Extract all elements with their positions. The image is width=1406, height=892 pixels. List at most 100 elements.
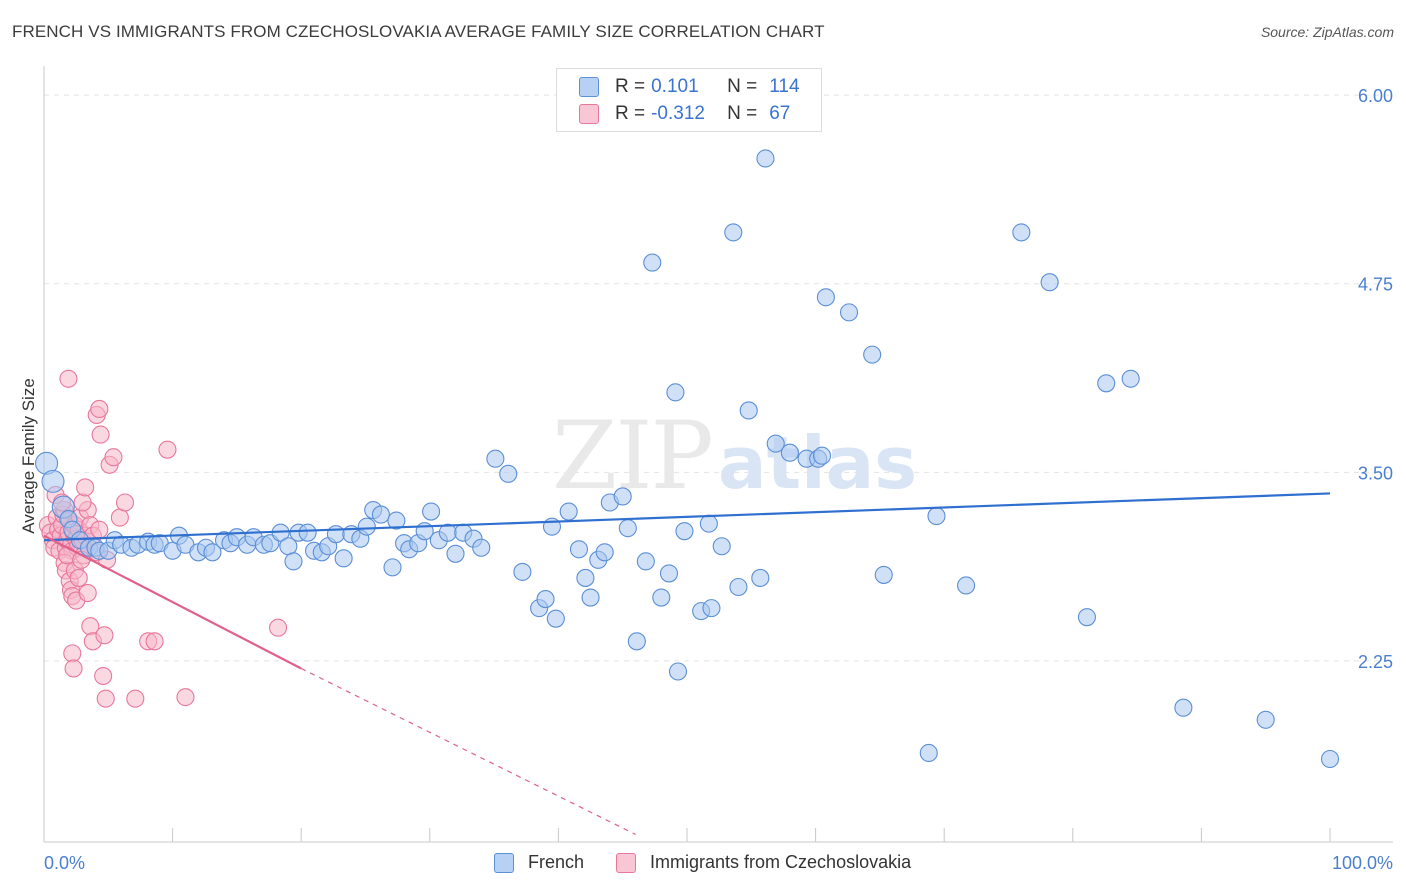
- x-min-label: 0.0%: [44, 853, 85, 873]
- blue-point: [595, 543, 614, 562]
- pink-point: [95, 626, 114, 645]
- legend-swatch-blue: [579, 77, 599, 97]
- blue-point: [1077, 608, 1096, 627]
- legend-swatch-pink: [616, 852, 637, 873]
- pink-point: [90, 520, 109, 539]
- blue-point: [1256, 710, 1275, 729]
- blue-point: [446, 544, 465, 563]
- legend-r-label: R =: [615, 76, 646, 97]
- legend-item-czech[interactable]: Immigrants from Czechoslovakia: [616, 852, 911, 873]
- blue-point: [919, 743, 938, 763]
- pink-point: [115, 493, 135, 512]
- blue-point: [559, 502, 578, 521]
- legend-r-value: 0.101: [651, 76, 699, 97]
- blue-point: [712, 537, 731, 556]
- gridlines: [44, 94, 1392, 662]
- blue-point: [357, 517, 376, 536]
- blue-point: [627, 632, 646, 651]
- axis-labels: 2.25 3.50 4.75 6.00: [1358, 86, 1393, 672]
- blue-point: [1012, 223, 1031, 242]
- blue-point: [569, 540, 589, 559]
- y-tick-label: 2.25: [1358, 652, 1393, 672]
- blue-point: [1320, 749, 1340, 769]
- blue-point: [839, 303, 859, 322]
- legend-n-value: 114: [769, 76, 800, 97]
- blue-point: [702, 599, 721, 618]
- pink-point: [59, 369, 78, 388]
- blue-point: [1097, 374, 1116, 393]
- czech-trend-line: [43, 534, 302, 670]
- blue-point: [1121, 369, 1140, 388]
- blue-point: [613, 487, 632, 506]
- y-tick-label: 4.75: [1358, 275, 1393, 295]
- blue-point: [724, 223, 743, 242]
- blue-point: [643, 253, 662, 272]
- blue-point: [499, 464, 518, 483]
- watermark-zip: ZIP: [552, 402, 712, 511]
- legend-r-value: -0.312: [651, 103, 705, 124]
- pink-point: [69, 568, 88, 587]
- pink-point: [176, 688, 195, 707]
- pink-point: [64, 659, 83, 678]
- blue-point: [1040, 273, 1059, 292]
- blue-point: [576, 568, 595, 587]
- blue-point: [536, 590, 555, 609]
- blue-point: [371, 505, 390, 524]
- blue-point: [486, 449, 505, 468]
- blue-point: [927, 507, 946, 526]
- blue-point: [766, 434, 785, 453]
- blue-point: [668, 662, 688, 681]
- blue-point: [874, 565, 893, 584]
- blue-point: [652, 588, 671, 607]
- blue-point: [284, 552, 303, 571]
- y-axis-label: Average Family Size: [19, 378, 38, 534]
- blue-point: [729, 577, 748, 597]
- y-tick-label: 6.00: [1358, 86, 1393, 106]
- legend-label-french: French: [528, 852, 585, 872]
- legend-row-french: R = 0.101 N = 114: [579, 75, 800, 99]
- blue-point: [422, 502, 441, 521]
- blue-point: [581, 588, 600, 607]
- legend-r-label: R =: [615, 103, 646, 124]
- legend-row-czech: R = -0.312 N = 67: [579, 102, 790, 126]
- trend-lines: [43, 492, 1331, 835]
- blue-point: [513, 562, 532, 581]
- blue-point: [957, 576, 976, 595]
- blue-point: [699, 514, 718, 533]
- blue-point: [383, 558, 402, 577]
- pink-point: [110, 508, 129, 527]
- blue-point: [816, 288, 835, 307]
- legend-item-french[interactable]: French: [494, 852, 584, 873]
- pink-point: [94, 666, 113, 686]
- legend-n-label: N =: [727, 76, 758, 97]
- x-max-label: 100.0%: [1332, 853, 1393, 873]
- legend-n-value: 67: [769, 103, 791, 124]
- blue-point: [863, 345, 882, 364]
- pink-point: [90, 399, 109, 418]
- source-credit: Source: ZipAtlas.com: [1260, 24, 1394, 40]
- series-legend: French Immigrants from Czechoslovakia: [494, 852, 943, 873]
- blue-point: [659, 564, 679, 583]
- blue-series: [35, 149, 1340, 769]
- pink-point: [104, 448, 123, 467]
- pink-point: [96, 689, 115, 708]
- blue-point: [298, 523, 317, 542]
- pink-point: [91, 425, 110, 444]
- correlation-legend: R = 0.101 N = 114 R = -0.312 N = 67: [556, 68, 822, 132]
- blue-point: [1174, 698, 1193, 717]
- pink-point: [269, 618, 288, 637]
- blue-point: [812, 446, 832, 465]
- blue-point: [618, 519, 637, 538]
- pink-point: [145, 632, 164, 651]
- blue-point: [41, 469, 65, 493]
- french-trend-line: [43, 492, 1331, 542]
- legend-n-label: N =: [727, 103, 758, 124]
- czech-trend-extension: [300, 667, 636, 835]
- blue-point: [780, 443, 799, 462]
- blue-point: [472, 538, 491, 557]
- legend-swatch-blue: [494, 852, 514, 873]
- y-tick-label: 3.50: [1358, 463, 1393, 483]
- legend-swatch-pink: [579, 104, 599, 124]
- blue-point: [751, 568, 770, 587]
